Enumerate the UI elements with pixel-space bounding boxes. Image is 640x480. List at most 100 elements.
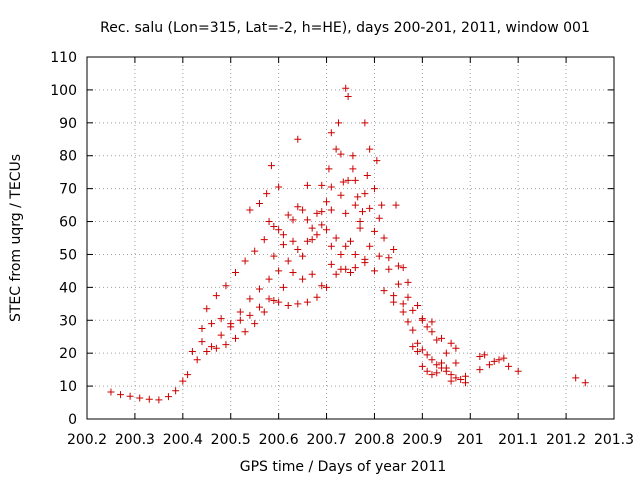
data-point [227, 320, 235, 328]
data-point [294, 135, 302, 143]
data-point [193, 356, 201, 364]
data-point [203, 305, 211, 313]
plot-frame [86, 56, 615, 420]
data-point [318, 208, 326, 216]
data-point [414, 301, 422, 309]
grid-lines [87, 57, 614, 419]
data-point [347, 269, 354, 277]
data-point [208, 343, 216, 351]
data-point [378, 201, 386, 209]
data-point [476, 352, 484, 360]
axis-ticks [86, 56, 615, 420]
x-tick-label: 201.3 [594, 432, 634, 448]
data-point [351, 264, 359, 272]
data-point [428, 318, 436, 326]
data-point [452, 344, 460, 352]
data-point [203, 348, 211, 356]
data-point [366, 242, 374, 250]
x-tick-label: 200.9 [402, 432, 442, 448]
data-point [438, 334, 446, 342]
data-point [232, 334, 240, 342]
data-point [222, 282, 230, 290]
data-point [363, 171, 371, 179]
data-point [337, 265, 345, 273]
data-point [241, 328, 249, 336]
data-point [370, 227, 378, 235]
data-point [279, 241, 287, 249]
data-point [373, 157, 381, 165]
data-point [394, 280, 402, 288]
data-point [433, 369, 441, 377]
data-point [255, 285, 263, 293]
data-point [164, 393, 172, 401]
data-point [275, 267, 283, 275]
data-point [581, 379, 589, 387]
data-point [404, 278, 412, 286]
y-tick-label: 50 [59, 247, 77, 263]
data-point [275, 298, 283, 306]
data-point [318, 282, 326, 290]
data-point [461, 379, 469, 387]
y-tick-label: 60 [59, 215, 77, 231]
data-point [217, 331, 225, 339]
data-point [476, 366, 484, 374]
data-point [303, 181, 311, 189]
data-point [294, 300, 302, 308]
data-point [399, 264, 407, 272]
data-point [232, 269, 240, 277]
data-point [323, 198, 331, 206]
data-point [342, 209, 350, 217]
x-axis-label: GPS time / Days of year 2011 [240, 459, 447, 475]
data-point [155, 396, 163, 404]
data-point [323, 226, 331, 234]
data-point [263, 190, 271, 198]
data-point [255, 303, 263, 311]
y-tick-label: 10 [59, 379, 77, 395]
data-point [208, 320, 216, 328]
data-point [246, 206, 254, 214]
data-point [294, 246, 302, 254]
data-point [447, 339, 455, 347]
chart-title: Rec. salu (Lon=315, Lat=-2, h=HE), days … [100, 20, 590, 36]
data-point [299, 275, 307, 283]
data-point [380, 287, 388, 295]
data-point [260, 308, 268, 316]
data-point [107, 388, 115, 396]
data-point [337, 250, 345, 258]
data-point [349, 165, 357, 173]
data-point [452, 359, 460, 367]
data-point [265, 275, 273, 283]
data-point [351, 201, 359, 209]
data-point [390, 298, 398, 306]
data-point [327, 206, 335, 214]
data-point [270, 297, 278, 305]
data-point [354, 193, 362, 201]
data-point [392, 201, 400, 209]
data-point [327, 183, 335, 191]
data-point [136, 394, 144, 402]
data-point [308, 236, 316, 244]
data-point [179, 377, 187, 385]
data-point [390, 246, 398, 254]
data-point [332, 145, 340, 153]
data-point [358, 208, 366, 216]
y-tick-label: 40 [59, 280, 77, 296]
data-point [332, 270, 340, 278]
data-point [339, 178, 347, 186]
data-point [313, 231, 321, 239]
data-point [303, 237, 311, 245]
data-point [428, 328, 436, 336]
data-point [308, 224, 316, 232]
data-point [418, 315, 426, 323]
data-point [275, 226, 283, 234]
data-point [461, 372, 469, 380]
data-point [361, 190, 369, 198]
data-point [433, 361, 441, 369]
data-point [490, 357, 498, 365]
data-point [303, 298, 311, 306]
data-point [423, 351, 431, 359]
data-point [433, 336, 441, 344]
data-point [347, 237, 354, 245]
data-point [289, 269, 297, 277]
